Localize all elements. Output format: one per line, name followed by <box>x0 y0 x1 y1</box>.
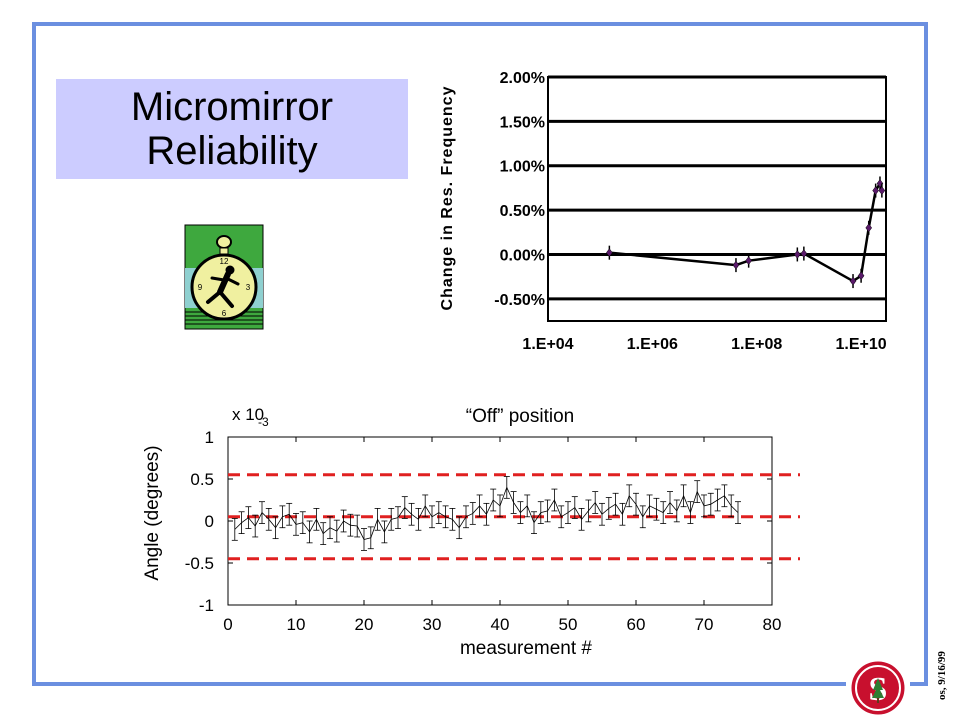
data-point <box>800 249 808 258</box>
angle-y-axis-label: Angle (degrees) <box>142 445 163 580</box>
svg-text:3: 3 <box>246 283 251 292</box>
x-tick-label: 1.E+04 <box>522 336 573 353</box>
slide-frame <box>32 22 928 686</box>
svg-text:9: 9 <box>198 283 203 292</box>
x-tick-label: 60 <box>627 615 646 634</box>
x-tick-label: 1.E+08 <box>731 336 782 353</box>
y-tick-label: 0.5 <box>190 470 214 489</box>
svg-text:12: 12 <box>220 257 229 266</box>
x-tick-label: 40 <box>491 615 510 634</box>
y-tick-label: 1 <box>205 428 214 447</box>
angle-x-axis-label: measurement # <box>460 638 592 659</box>
y-tick-label: -1 <box>199 596 214 615</box>
x-tick-label: 1.E+06 <box>627 336 678 353</box>
frequency-plot-area <box>547 76 887 322</box>
x-tick-label: 20 <box>355 615 374 634</box>
data-point <box>878 186 886 195</box>
stanford-logo-icon: S <box>846 656 910 720</box>
data-point <box>872 186 879 195</box>
footer-date: os, 9/16/99 <box>936 651 948 700</box>
x-tick-label: 70 <box>695 615 714 634</box>
angle-chart-title: “Off” position <box>466 406 574 427</box>
x-tick-label: 50 <box>559 615 578 634</box>
scale-exponent: -3 <box>258 415 269 429</box>
angle-series-line <box>234 486 739 540</box>
data-point <box>606 248 613 258</box>
title-box: Micromirror Reliability <box>56 79 408 179</box>
x-tick-label: 30 <box>423 615 442 634</box>
y-tick-label: 2.00% <box>500 70 545 87</box>
title-line-1: Micromirror <box>130 85 334 129</box>
data-point <box>849 276 857 286</box>
data-point <box>865 223 873 233</box>
x-tick-label: 10 <box>287 615 306 634</box>
stopwatch-runner-icon: 12 9 3 6 <box>184 224 264 330</box>
data-point <box>745 256 752 266</box>
y-tick-label: 0 <box>205 512 214 531</box>
data-point <box>794 250 801 259</box>
x-tick-label: 1.E+10 <box>836 336 887 353</box>
frequency-y-axis-label: Change in Res. Frequency <box>439 86 456 311</box>
scale-label: x 10 <box>232 405 264 424</box>
title-line-2: Reliability <box>146 129 318 173</box>
svg-text:6: 6 <box>222 309 227 318</box>
y-tick-label: -0.50% <box>494 292 545 309</box>
x-tick-label: 0 <box>223 615 232 634</box>
x-tick-label: 80 <box>763 615 782 634</box>
y-tick-label: 0.00% <box>500 247 545 264</box>
y-tick-label: 1.00% <box>500 159 545 176</box>
data-point <box>857 271 865 281</box>
y-tick-label: -0.5 <box>185 554 214 573</box>
y-tick-label: 1.50% <box>500 114 545 131</box>
y-tick-label: 0.50% <box>500 203 545 220</box>
data-point <box>732 260 740 270</box>
